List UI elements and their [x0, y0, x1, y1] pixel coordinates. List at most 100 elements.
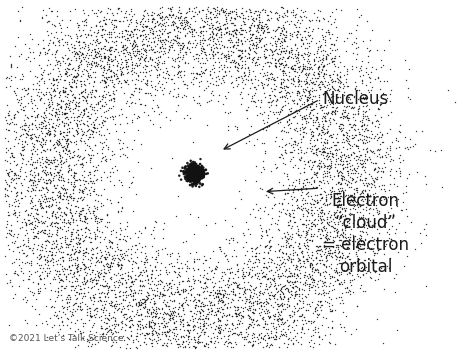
Point: [19, 237, 27, 243]
Point: [96, 234, 104, 240]
Point: [384, 195, 392, 200]
Point: [92, 62, 100, 68]
Point: [370, 201, 378, 206]
Point: [236, 329, 243, 335]
Point: [32, 86, 39, 92]
Point: [164, 286, 172, 291]
Point: [90, 323, 97, 328]
Point: [232, 31, 239, 37]
Point: [114, 136, 122, 142]
Point: [238, 48, 246, 53]
Point: [177, 68, 185, 74]
Point: [199, 171, 206, 176]
Point: [267, 85, 274, 91]
Point: [98, 229, 106, 235]
Point: [195, 172, 203, 178]
Point: [36, 162, 44, 168]
Point: [292, 288, 300, 294]
Point: [339, 161, 347, 167]
Point: [191, 168, 199, 174]
Point: [303, 99, 311, 104]
Point: [394, 138, 401, 144]
Point: [248, 295, 256, 301]
Point: [91, 52, 99, 58]
Point: [126, 40, 134, 46]
Point: [260, 299, 268, 305]
Point: [27, 31, 34, 37]
Point: [301, 169, 308, 175]
Point: [215, 297, 222, 302]
Point: [105, 130, 113, 136]
Point: [222, 29, 230, 35]
Point: [121, 226, 128, 232]
Point: [346, 217, 353, 222]
Point: [417, 240, 424, 245]
Point: [39, 120, 46, 125]
Point: [49, 124, 56, 130]
Point: [333, 104, 341, 110]
Point: [82, 224, 90, 230]
Point: [105, 93, 113, 98]
Point: [321, 149, 328, 154]
Point: [230, 42, 238, 48]
Point: [309, 249, 316, 255]
Point: [331, 78, 339, 84]
Point: [36, 62, 43, 68]
Point: [28, 121, 36, 127]
Point: [193, 174, 201, 180]
Point: [53, 169, 61, 175]
Point: [143, 63, 151, 69]
Point: [145, 335, 153, 341]
Point: [155, 315, 162, 321]
Point: [187, 79, 195, 85]
Point: [4, 193, 12, 199]
Point: [192, 169, 200, 175]
Point: [316, 304, 324, 310]
Point: [151, 235, 158, 241]
Point: [305, 225, 313, 230]
Point: [244, 312, 251, 317]
Point: [199, 308, 207, 313]
Point: [373, 117, 381, 122]
Point: [352, 327, 360, 332]
Point: [343, 245, 351, 251]
Point: [112, 24, 119, 29]
Point: [218, 248, 225, 254]
Point: [109, 260, 117, 266]
Point: [346, 291, 354, 297]
Point: [161, 26, 169, 32]
Point: [273, 16, 281, 21]
Point: [237, 48, 245, 54]
Point: [58, 314, 65, 320]
Point: [158, 279, 165, 285]
Point: [228, 9, 236, 14]
Point: [70, 287, 77, 293]
Point: [170, 80, 178, 86]
Point: [333, 108, 341, 114]
Point: [63, 195, 71, 200]
Point: [144, 310, 151, 316]
Point: [39, 176, 46, 182]
Point: [98, 289, 105, 294]
Point: [216, 305, 223, 311]
Point: [180, 300, 187, 306]
Point: [220, 79, 228, 84]
Point: [311, 171, 319, 176]
Point: [42, 89, 50, 95]
Point: [278, 35, 286, 40]
Point: [191, 171, 198, 177]
Point: [363, 219, 371, 225]
Point: [236, 47, 243, 53]
Point: [262, 284, 269, 289]
Point: [52, 185, 59, 190]
Point: [115, 18, 122, 24]
Point: [286, 158, 294, 164]
Point: [295, 307, 302, 313]
Point: [56, 141, 64, 146]
Point: [47, 116, 55, 122]
Point: [292, 59, 300, 64]
Point: [190, 175, 197, 181]
Point: [75, 42, 82, 48]
Point: [316, 102, 324, 108]
Point: [346, 279, 354, 285]
